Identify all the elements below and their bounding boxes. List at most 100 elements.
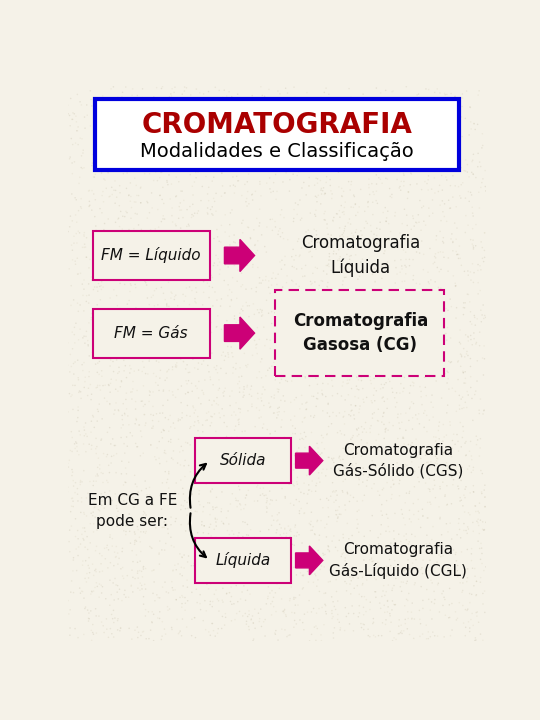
Point <box>389 525 398 536</box>
Point <box>342 271 350 283</box>
Point <box>159 424 167 436</box>
Point <box>409 138 417 150</box>
Point <box>463 572 472 583</box>
Point <box>460 490 468 501</box>
Point <box>181 592 190 603</box>
Point <box>259 418 268 430</box>
Point <box>198 419 207 431</box>
Point <box>348 600 356 612</box>
Point <box>480 585 489 597</box>
Point <box>158 616 167 627</box>
Point <box>275 470 284 482</box>
Point <box>278 323 286 334</box>
Point <box>153 325 162 337</box>
Point <box>142 526 151 537</box>
Point <box>114 405 123 417</box>
Point <box>451 549 460 560</box>
Point <box>379 166 388 177</box>
Point <box>429 411 437 423</box>
Point <box>137 485 146 496</box>
Point <box>442 500 451 511</box>
Point <box>422 303 430 315</box>
Point <box>317 183 326 194</box>
Point <box>408 437 416 449</box>
Point <box>71 210 80 221</box>
Point <box>417 299 426 310</box>
Point <box>320 561 328 572</box>
Point <box>307 287 315 299</box>
Point <box>131 536 139 548</box>
Point <box>286 397 295 408</box>
Point <box>263 445 272 456</box>
Point <box>447 301 456 312</box>
Point <box>321 187 329 199</box>
Point <box>153 138 161 150</box>
Point <box>343 231 352 243</box>
Point <box>221 142 230 153</box>
Point <box>132 189 141 201</box>
Point <box>352 423 361 435</box>
Point <box>124 592 133 603</box>
Point <box>457 393 465 405</box>
Point <box>290 204 299 215</box>
Point <box>85 607 93 618</box>
Point <box>113 300 122 311</box>
Point <box>100 316 109 328</box>
Point <box>330 622 339 634</box>
Point <box>319 464 327 475</box>
Point <box>77 99 86 111</box>
Point <box>91 582 99 593</box>
Point <box>457 92 465 104</box>
Point <box>289 168 298 180</box>
Point <box>346 571 354 582</box>
Point <box>126 286 134 297</box>
Point <box>113 305 122 316</box>
Point <box>452 614 461 626</box>
Point <box>108 109 117 120</box>
Point <box>168 386 177 397</box>
Point <box>125 490 134 501</box>
Point <box>314 472 323 484</box>
Point <box>378 178 387 189</box>
Point <box>269 515 278 526</box>
Point <box>345 533 353 544</box>
Point <box>447 88 455 99</box>
Point <box>268 225 276 236</box>
Point <box>244 359 252 370</box>
Point <box>394 628 403 639</box>
Point <box>100 543 109 554</box>
Point <box>438 150 447 161</box>
Point <box>235 104 244 115</box>
Point <box>215 141 224 153</box>
Point <box>402 577 411 589</box>
Point <box>379 410 387 422</box>
Point <box>211 630 220 642</box>
Point <box>273 383 282 395</box>
Point <box>191 612 199 624</box>
Point <box>274 228 282 240</box>
Point <box>157 634 166 645</box>
Point <box>322 429 331 441</box>
Point <box>405 505 414 516</box>
Point <box>157 83 166 94</box>
Point <box>136 163 144 175</box>
Point <box>78 133 86 145</box>
Point <box>366 604 374 616</box>
Point <box>289 621 298 633</box>
Point <box>458 177 467 189</box>
Point <box>425 464 434 475</box>
Point <box>71 487 79 498</box>
Point <box>159 213 167 225</box>
Point <box>82 576 91 588</box>
Point <box>354 428 363 440</box>
Point <box>296 249 305 261</box>
Point <box>267 306 276 318</box>
Point <box>428 626 437 638</box>
Point <box>288 145 297 156</box>
Point <box>85 262 93 274</box>
Point <box>279 390 288 402</box>
Point <box>369 295 378 307</box>
Point <box>178 412 186 423</box>
Point <box>441 594 449 606</box>
Point <box>391 599 400 611</box>
